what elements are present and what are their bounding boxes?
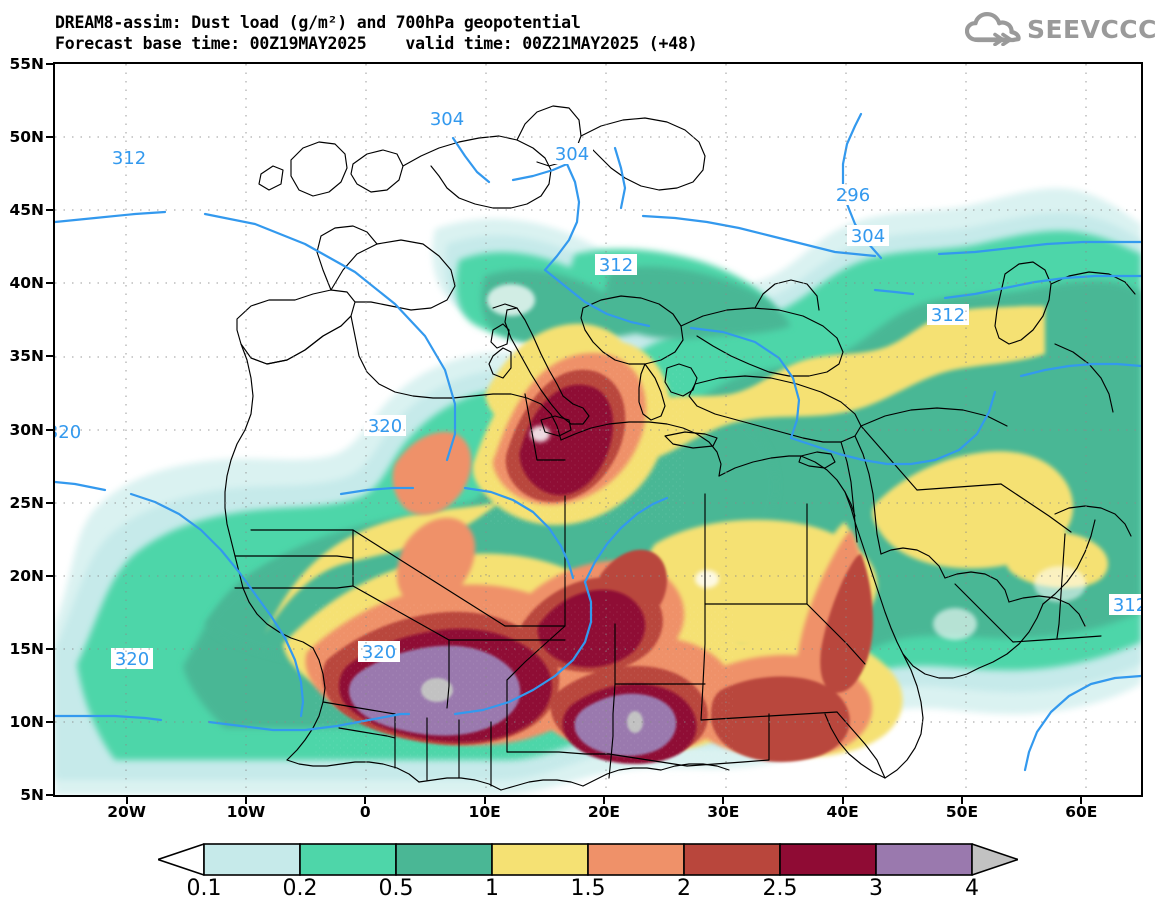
colorbar-extend-high — [971, 843, 1018, 876]
x-tick-label: 10E — [468, 803, 501, 821]
y-tick-mark — [46, 282, 54, 285]
colorbar-band — [779, 843, 877, 876]
coastlines-and-borders — [224, 105, 1136, 791]
y-tick-mark — [46, 355, 54, 358]
y-tick-mark — [46, 136, 54, 139]
y-tick-label: 45N — [9, 201, 44, 220]
colorbar[interactable] — [158, 843, 1018, 876]
colorbar-tick-label: 4 — [965, 876, 979, 901]
x-tick-mark — [722, 796, 725, 804]
title-line-2: Forecast base time: 00Z19MAY2025 valid t… — [55, 34, 698, 53]
x-tick-mark — [483, 796, 486, 804]
x-tick-label: 0 — [359, 803, 371, 821]
x-tick-label: 20W — [107, 803, 146, 821]
contour-label-bg — [364, 415, 406, 436]
y-tick-mark — [46, 209, 54, 212]
colorbar-tick-label: 1.5 — [570, 876, 606, 901]
y-tick-mark — [46, 720, 54, 723]
x-tick-mark — [364, 796, 367, 804]
y-tick-label: 20N — [9, 566, 44, 585]
y-tick-mark — [46, 501, 54, 504]
contour-label-bg — [108, 147, 150, 168]
y-tick-mark — [46, 794, 54, 796]
x-tick-mark — [960, 796, 963, 804]
colorbar-tick-label: 3 — [869, 876, 883, 901]
contour-label-bg — [55, 421, 85, 442]
seevccc-logo: SEEVCCC — [964, 12, 1157, 46]
x-tick-label: 30E — [707, 803, 740, 821]
y-tick-label: 35N — [9, 347, 44, 366]
x-tick-label: 50E — [945, 803, 979, 821]
colorbar-band — [587, 843, 685, 876]
logo-text: SEEVCCC — [1026, 14, 1157, 44]
colorbar-band — [203, 843, 301, 876]
y-tick-label: 55N — [9, 55, 44, 73]
x-tick-mark — [841, 796, 844, 804]
y-tick-mark — [46, 574, 54, 577]
x-tick-mark — [1080, 796, 1083, 804]
contour-label-bg — [847, 225, 889, 246]
colorbar-tick-label: 2 — [677, 876, 691, 901]
contour-label: 320 — [362, 642, 396, 663]
contour-label-bg — [832, 184, 874, 205]
contour-label: 312 — [112, 148, 146, 169]
contour-label: 304 — [555, 144, 589, 165]
contour-label-bg — [551, 143, 593, 164]
contour-label: 320 — [368, 416, 402, 437]
map-plot-area[interactable]: 304 304 296 304 312 312 312 312 320 320 320 320 — [53, 62, 1143, 797]
contour-label-bg — [426, 108, 468, 129]
contour-label-bg — [358, 641, 400, 662]
colorbar-tick-label: 2.5 — [762, 876, 798, 901]
colorbar-tick-labels: 0.1 0.2 0.5 1 1.5 2 2.5 3 4 — [0, 876, 1165, 904]
x-tick-mark — [602, 796, 605, 804]
colorbar-tick-label: 0.5 — [378, 876, 414, 901]
x-tick-label: 40E — [826, 803, 859, 821]
y-tick-label: 25N — [9, 493, 44, 512]
contour-label: 320 — [115, 649, 149, 670]
x-tick-label: 60E — [1065, 803, 1098, 821]
x-tick-label: 10W — [226, 803, 266, 821]
y-tick-label: 5N — [20, 786, 44, 804]
y-tick-mark — [46, 63, 54, 65]
grid-lines — [55, 64, 1141, 795]
x-tick-label: 20E — [587, 803, 621, 821]
colorbar-tick-label: 1 — [485, 876, 499, 901]
colorbar-extend-low — [158, 843, 205, 876]
y-tick-label: 15N — [9, 639, 44, 658]
colorbar-band — [491, 843, 589, 876]
x-tick-mark — [244, 796, 247, 804]
y-tick-label: 30N — [9, 420, 44, 439]
contour-label-bg — [111, 648, 153, 669]
y-tick-label: 10N — [9, 712, 44, 731]
y-tick-label: 50N — [9, 128, 44, 147]
y-tick-mark — [46, 647, 54, 650]
contour-label: 304 — [851, 226, 885, 247]
contour-label-bg — [1109, 594, 1141, 615]
colorbar-tick-label: 0.1 — [186, 876, 222, 901]
contour-label: 320 — [55, 422, 81, 443]
y-tick-mark — [46, 428, 54, 431]
contour-label-bg — [927, 304, 969, 325]
contour-label-bg — [595, 254, 637, 275]
contour-labels: 304 304 296 304 312 312 312 312 320 320 320 320 — [55, 108, 1141, 670]
contour-label: 304 — [430, 109, 464, 130]
colorbar-tick-label: 0.2 — [282, 876, 318, 901]
y-tick-label: 40N — [9, 274, 44, 293]
colorbar-band — [875, 843, 973, 876]
contour-label: 312 — [931, 305, 965, 326]
colorbar-band — [299, 843, 397, 876]
contour-label: 296 — [836, 185, 870, 206]
colorbar-band — [395, 843, 493, 876]
contour-label: 312 — [1113, 595, 1141, 616]
cloud-arrow-icon — [964, 12, 1021, 46]
colorbar-band — [683, 843, 781, 876]
title-line-1: DREAM8-assim: Dust load (g/m²) and 700hP… — [55, 13, 581, 32]
x-tick-mark — [125, 796, 128, 804]
contour-label: 312 — [599, 255, 633, 276]
page-title: DREAM8-assim: Dust load (g/m²) and 700hP… — [55, 12, 955, 54]
map-canvas: 304 304 296 304 312 312 312 312 320 320 320 320 — [55, 64, 1141, 795]
